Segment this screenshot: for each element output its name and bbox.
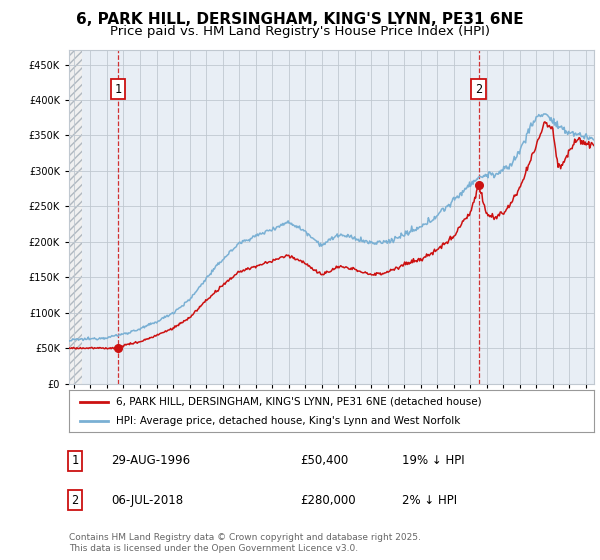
Bar [69,50,82,384]
Text: 29-AUG-1996: 29-AUG-1996 [111,454,190,468]
Text: 6, PARK HILL, DERSINGHAM, KING'S LYNN, PE31 6NE: 6, PARK HILL, DERSINGHAM, KING'S LYNN, P… [76,12,524,27]
Text: Contains HM Land Registry data © Crown copyright and database right 2025.
This d: Contains HM Land Registry data © Crown c… [69,533,421,553]
Text: £50,400: £50,400 [300,454,348,468]
Text: 2% ↓ HPI: 2% ↓ HPI [402,493,457,507]
Text: 06-JUL-2018: 06-JUL-2018 [111,493,183,507]
Text: Price paid vs. HM Land Registry's House Price Index (HPI): Price paid vs. HM Land Registry's House … [110,25,490,38]
Text: 1: 1 [115,83,121,96]
Text: 19% ↓ HPI: 19% ↓ HPI [402,454,464,468]
Text: HPI: Average price, detached house, King's Lynn and West Norfolk: HPI: Average price, detached house, King… [116,416,461,426]
Text: 1: 1 [71,454,79,468]
Text: 2: 2 [475,83,482,96]
Text: 6, PARK HILL, DERSINGHAM, KING'S LYNN, PE31 6NE (detached house): 6, PARK HILL, DERSINGHAM, KING'S LYNN, P… [116,396,482,407]
Text: £280,000: £280,000 [300,493,356,507]
Text: 2: 2 [71,493,79,507]
